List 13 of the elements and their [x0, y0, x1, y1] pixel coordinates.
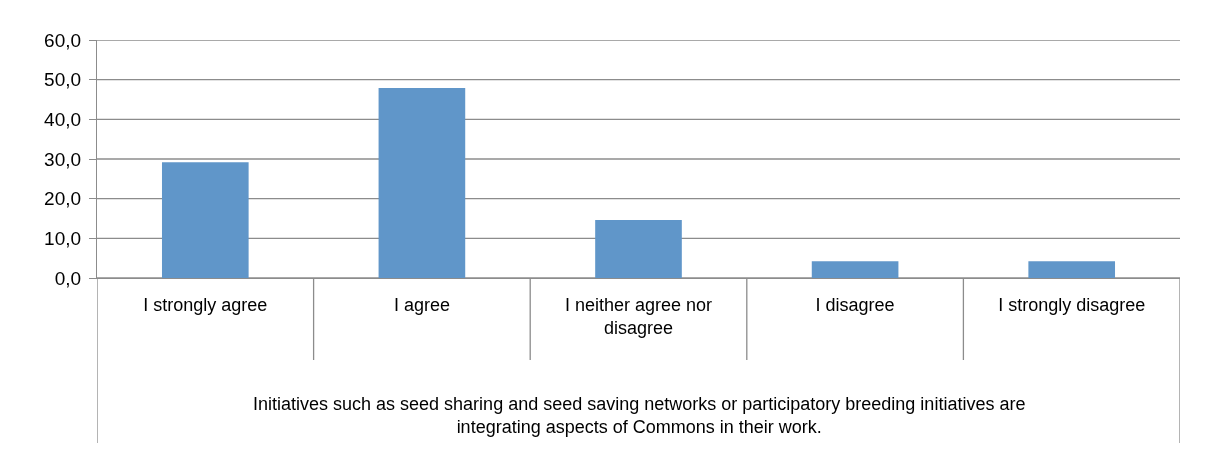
x-axis-title: Initiatives such as seed sharing and seed saving networks or participatory breeding initiatives are integrating aspects of Commons in their work.	[253, 394, 1026, 438]
y-tick-label: 30,0	[44, 148, 82, 170]
y-tick-label: 10,0	[44, 227, 82, 249]
x-tick-label: I neither agree nor disagree	[564, 294, 713, 339]
y-tick-label: 50,0	[44, 69, 82, 91]
x-tick-label: I agree	[393, 294, 450, 315]
y-tick-label: 60,0	[44, 29, 82, 51]
x-tick-label: I strongly disagree	[998, 294, 1146, 315]
y-tick-label: 20,0	[44, 188, 82, 210]
y-tick-label: 40,0	[44, 108, 82, 130]
y-tick-label: 0,0	[54, 267, 82, 289]
x-tick-label: I strongly agree	[143, 294, 268, 315]
x-tick-label: I disagree	[815, 294, 895, 315]
